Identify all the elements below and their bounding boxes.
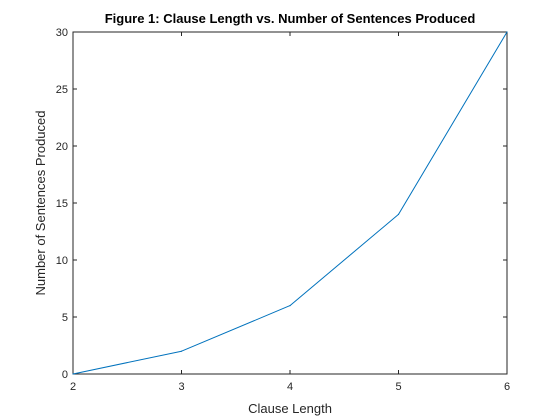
y-axis-ticks: 0 5 10 15 20 25 30 [56,27,507,381]
y-tick-label: 30 [56,27,68,39]
y-axis-label: Number of Sentences Produced [33,111,48,296]
x-tick-label: 5 [395,381,401,393]
plot-box [72,31,508,375]
y-tick-label: 5 [62,312,68,324]
y-tick-label: 0 [62,369,68,381]
y-tick-label: 10 [56,255,68,267]
data-point [506,31,508,33]
data-point [180,350,183,352]
y-tick-label: 15 [56,198,68,210]
y-tick-label: 25 [56,84,68,96]
x-axis-ticks: 2 3 4 5 6 [70,32,510,393]
x-tick-label: 6 [504,381,510,393]
axes-frame [72,31,508,375]
data-point [397,213,400,215]
y-tick-label: 20 [56,141,68,153]
data-point [289,305,291,307]
chart-title: Figure 1: Clause Length vs. Number of Se… [105,11,476,26]
x-axis-label: Clause Length [248,401,332,416]
data-point [72,373,74,375]
x-tick-label: 2 [70,381,76,393]
series-layer [72,31,508,375]
x-tick-label: 4 [287,381,293,393]
x-tick-label: 3 [178,381,184,393]
